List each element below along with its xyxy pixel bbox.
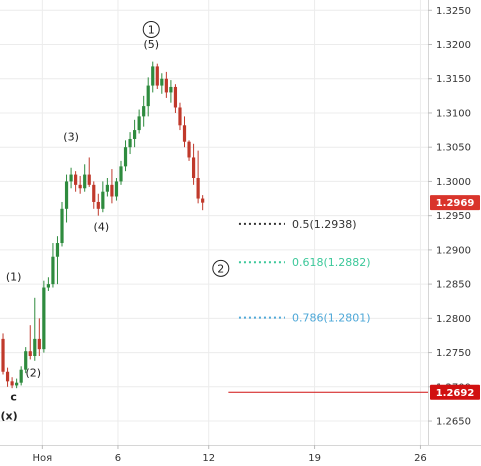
candle-body (187, 141, 191, 158)
candle-body (114, 181, 119, 197)
fib-level-label: 0.618(1.2882) (292, 256, 371, 269)
candle-body (74, 174, 78, 185)
candle-body (164, 78, 168, 93)
circled-wave-label: 1 (148, 23, 155, 36)
circled-wave-label: 2 (217, 262, 224, 275)
candle-body (83, 174, 87, 189)
price-tick-label: 1.2950 (436, 211, 471, 222)
fibonacci-levels: 0.5(1.2938) 0.618(1.2882) 0.786(1.2801) (238, 218, 371, 325)
candle-body (64, 181, 69, 209)
candle-body (146, 85, 150, 107)
price-badge-label: 1.2969 (436, 198, 475, 209)
time-tick-label: 26 (414, 453, 427, 464)
price-badges: 1.2969 1.2692 (430, 195, 480, 400)
candle-body (191, 157, 196, 178)
candle-body (196, 178, 200, 199)
candle-body (137, 116, 141, 131)
candle-body (37, 338, 41, 350)
price-tick-label: 1.2850 (436, 280, 471, 291)
price-tick-label: 1.2900 (436, 245, 471, 256)
time-tick-label: 6 (115, 453, 121, 464)
wave-label: (4) (94, 221, 110, 234)
circled-wave-marker (142, 20, 160, 38)
wave-label: (2) (25, 367, 41, 380)
candle-body (110, 184, 114, 197)
wave-label: (5) (143, 38, 159, 51)
candle-body (60, 208, 64, 244)
candle-body (28, 351, 32, 356)
fib-level-label: 0.5(1.2938) (292, 218, 357, 231)
time-tick-label: 12 (202, 453, 215, 464)
candle-body (178, 107, 182, 126)
candle-body (78, 184, 82, 189)
price-tick-label: 1.3250 (436, 6, 471, 17)
price-tick-label: 1.2650 (436, 417, 471, 428)
candle-body (182, 125, 187, 142)
candle-body (46, 284, 50, 288)
candle-body (24, 351, 28, 370)
candle-body (133, 130, 137, 139)
price-tick-label: 1.3000 (436, 177, 471, 188)
candle-body (151, 66, 155, 86)
circled-wave-marker (212, 259, 230, 277)
price-tick-label: 1.3200 (436, 40, 471, 51)
candle-body (119, 166, 123, 182)
price-tick-label: 1.3050 (436, 143, 471, 154)
wave-label: (1) (6, 271, 22, 284)
wave-label: (3) (63, 130, 79, 143)
candle-body (19, 369, 23, 383)
candle-body (42, 287, 46, 350)
candle-body (173, 86, 178, 108)
price-badge-background (430, 195, 480, 211)
price-tick-label: 1.2750 (436, 348, 471, 359)
candle-body (92, 184, 96, 202)
wave-label: (x) (0, 410, 17, 423)
candle-body (160, 78, 164, 86)
wave-labels: c (x) (1) (2) (3) (4) (5) 1 2 (0, 20, 230, 423)
price-badge-label: 1.2692 (436, 388, 475, 399)
wave-label: c (10, 391, 17, 404)
candle-body (87, 174, 91, 185)
candlesticks (1, 61, 205, 389)
candle-body (142, 106, 146, 117)
time-tick-label: 19 (308, 453, 321, 464)
time-axis[interactable]: Ноя 6 12 19 26 (33, 445, 427, 464)
candle-body (128, 138, 132, 148)
candle-body (10, 381, 14, 386)
candle-body (96, 201, 100, 209)
time-tick-label: Ноя (33, 453, 53, 464)
candle-body (55, 243, 60, 257)
price-tick-label: 1.3100 (436, 108, 471, 119)
fib-level-label: 0.786(1.2801) (292, 312, 371, 325)
candle-body (69, 174, 73, 182)
candle-body (33, 338, 37, 356)
candle-body (105, 184, 109, 192)
candle-body (1, 338, 5, 372)
candle-body (123, 147, 128, 167)
price-tick-label: 1.2800 (436, 314, 471, 325)
candle-body (201, 198, 205, 203)
price-badge-background (430, 384, 480, 400)
price-tick-label: 1.3150 (436, 74, 471, 85)
candle-body (169, 86, 173, 93)
candle-body (15, 382, 19, 386)
candle-body (101, 191, 105, 209)
candle-body (155, 66, 159, 86)
candle-body (51, 256, 55, 285)
candle-body (5, 371, 10, 382)
